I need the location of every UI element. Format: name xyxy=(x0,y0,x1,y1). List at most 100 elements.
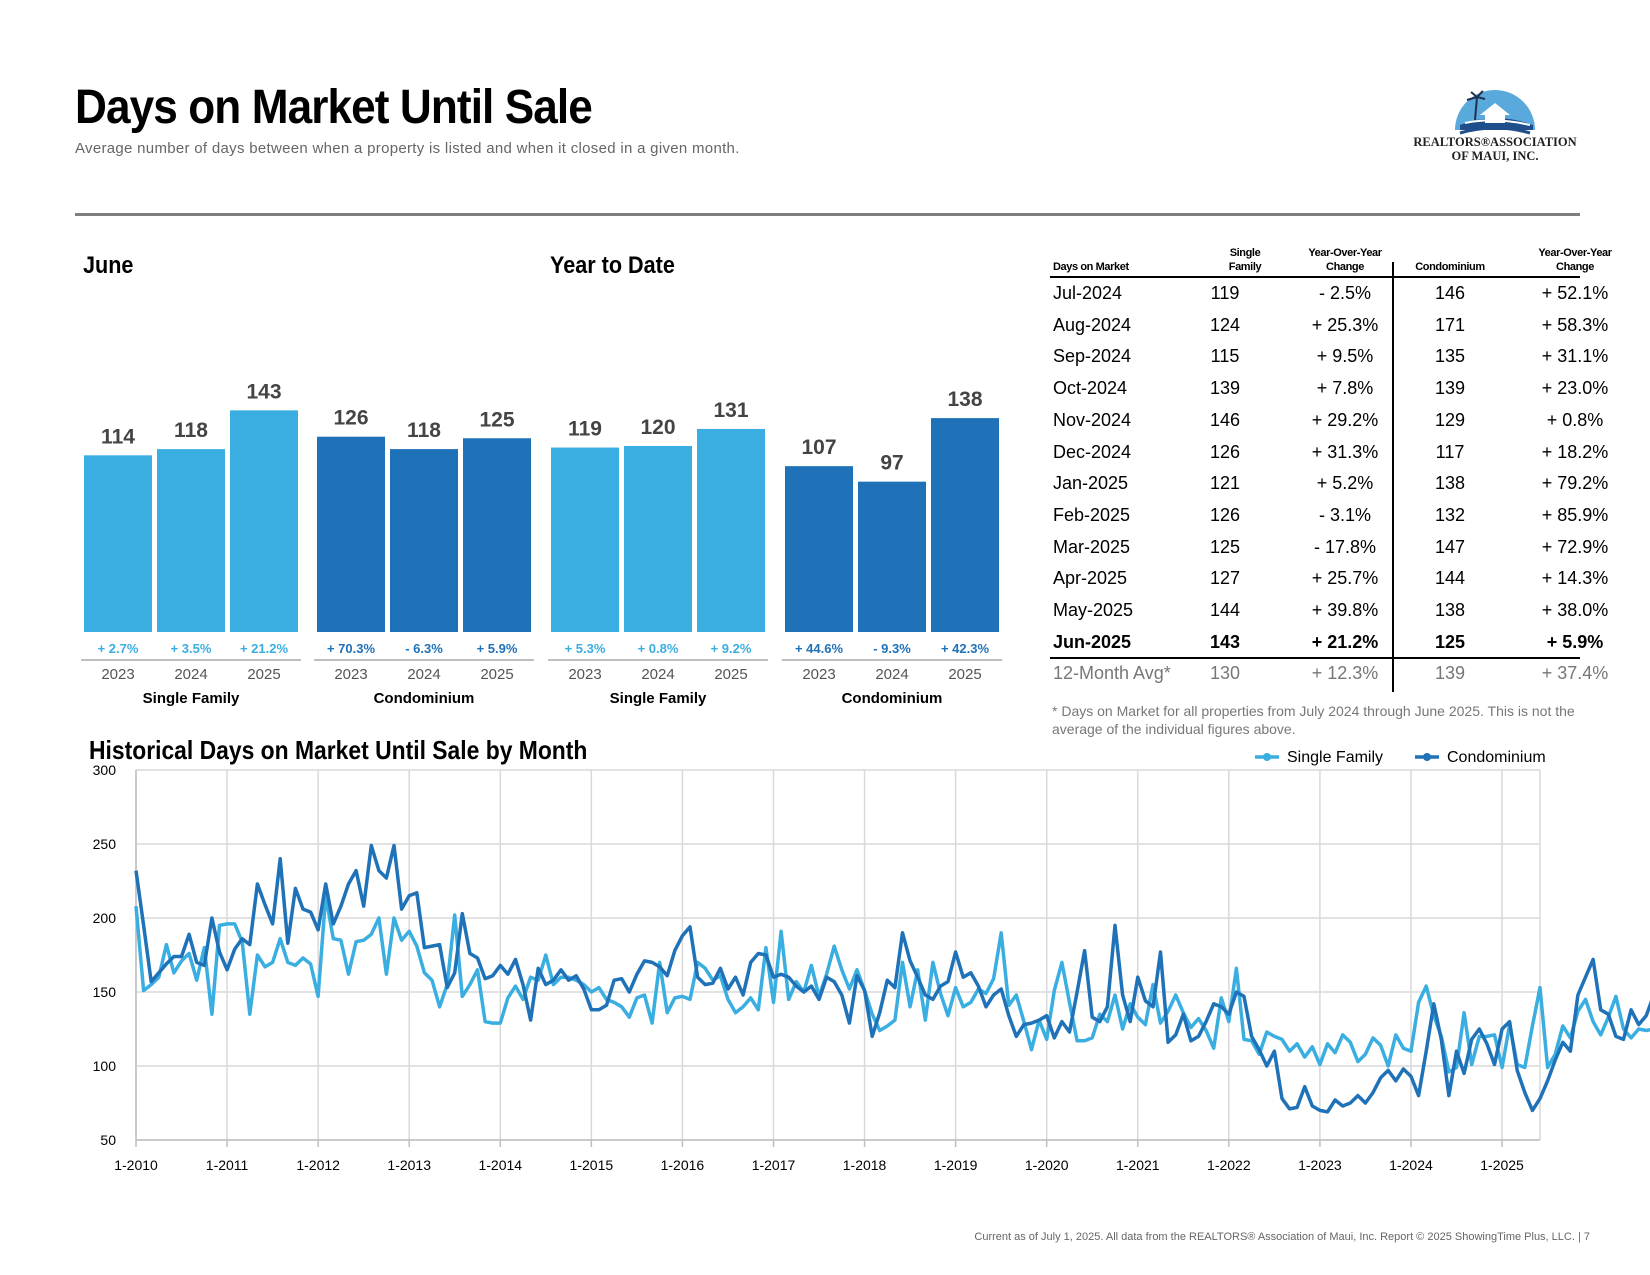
table-cell: 121 xyxy=(1209,473,1241,494)
table-cell: 130 xyxy=(1209,663,1241,684)
bar-2023 xyxy=(317,436,385,632)
bar-year-label: 2024 xyxy=(407,666,440,683)
header-sf-line2: Family xyxy=(1228,261,1262,273)
bar-change-label: - 6.3% xyxy=(405,641,443,656)
table-cell: May-2025 xyxy=(1053,600,1134,620)
bar-2023 xyxy=(84,455,152,632)
bar-value-label: 131 xyxy=(713,399,748,422)
y-tick-label: 100 xyxy=(93,1058,117,1074)
footer-text: Current as of July 1, 2025. All data fro… xyxy=(974,1231,1590,1243)
y-tick-label: 200 xyxy=(93,910,117,926)
table-cell: + 21.2% xyxy=(1311,631,1379,652)
table-cell: Feb-2025 xyxy=(1053,504,1131,525)
bar-2025 xyxy=(463,438,531,632)
table-cell: + 85.9% xyxy=(1541,504,1609,525)
table-cell: + 23.0% xyxy=(1541,378,1609,399)
logo-graphic xyxy=(1455,90,1535,135)
table-cell: 135 xyxy=(1434,346,1466,367)
table-cell: Jan-2025 xyxy=(1053,473,1129,494)
table-cell: 138 xyxy=(1434,600,1466,620)
table-cell: + 14.3% xyxy=(1541,568,1609,589)
x-tick-label: 1-2022 xyxy=(1207,1157,1251,1173)
table-cell: + 18.2% xyxy=(1541,441,1609,462)
x-tick-label: 1-2014 xyxy=(478,1157,522,1173)
table-cell: + 52.1% xyxy=(1541,283,1609,303)
bar-year-label: 2023 xyxy=(802,666,835,683)
table-row: Jun-2025 143 + 21.2% 125 + 5.9% xyxy=(1050,626,1603,658)
table-cell: 144 xyxy=(1209,600,1241,620)
table-cell: + 58.3% xyxy=(1541,314,1609,335)
x-tick-label: 1-2017 xyxy=(752,1157,796,1173)
table-cell: + 31.3% xyxy=(1311,441,1379,462)
table-cell: + 79.2% xyxy=(1541,473,1609,494)
x-tick-label: 1-2015 xyxy=(570,1157,614,1173)
bar-change-label: + 9.2% xyxy=(711,641,752,656)
legend-label: Single Family xyxy=(1287,749,1383,766)
bar-change-label: - 9.3% xyxy=(873,641,911,656)
bar-2025 xyxy=(230,410,298,632)
table-cell: + 38.0% xyxy=(1541,600,1609,620)
bar-group-name: Single Family xyxy=(610,690,707,707)
header-condominium: Condominium xyxy=(1415,261,1485,273)
x-tick-label: 1-2023 xyxy=(1298,1157,1342,1173)
table-cell: + 25.7% xyxy=(1311,568,1379,589)
table-cell: 129 xyxy=(1434,409,1466,430)
table-row: Feb-2025 126 - 3.1% 132 + 85.9% xyxy=(1050,499,1608,531)
table-row: Apr-2025 127 + 25.7% 144 + 14.3% xyxy=(1050,562,1608,594)
bar-year-label: 2025 xyxy=(247,666,280,683)
bar-value-label: 120 xyxy=(640,416,675,439)
bar-value-label: 118 xyxy=(407,419,441,442)
bar-value-label: 97 xyxy=(880,452,903,475)
table-cell: 139 xyxy=(1209,378,1241,399)
bar-change-label: + 5.9% xyxy=(477,641,518,656)
bar-value-label: 138 xyxy=(947,388,982,411)
table-cell: 124 xyxy=(1209,314,1241,335)
bar-2025 xyxy=(931,418,999,632)
bar-2025 xyxy=(697,428,765,632)
table-cell: 127 xyxy=(1209,568,1241,589)
bar-value-label: 143 xyxy=(246,380,281,403)
table-cell: + 39.8% xyxy=(1311,600,1379,620)
table-divider xyxy=(1392,262,1394,692)
table-cell: Nov-2024 xyxy=(1053,409,1132,430)
table-cell: 132 xyxy=(1434,504,1466,525)
table-cell: - 3.1% xyxy=(1318,504,1372,525)
table-cell: 126 xyxy=(1209,441,1241,462)
y-tick-label: 150 xyxy=(93,984,117,1000)
x-tick-label: 1-2012 xyxy=(296,1157,340,1173)
table-cell: Jul-2024 xyxy=(1053,283,1123,303)
header-condo-change: Year-Over-Year Change xyxy=(1510,246,1640,274)
bar-year-label: 2023 xyxy=(334,666,367,683)
table-cell: 146 xyxy=(1434,283,1466,303)
page-title: Days on Market Until Sale xyxy=(75,81,593,134)
table-cell: Oct-2024 xyxy=(1053,378,1128,399)
x-tick-label: 1-2019 xyxy=(934,1157,978,1173)
table-cell: + 5.9% xyxy=(1546,631,1604,652)
x-tick-label: 1-2024 xyxy=(1389,1157,1433,1173)
table-cell: Mar-2025 xyxy=(1053,536,1131,557)
table-cell: 147 xyxy=(1434,536,1466,557)
x-tick-label: 1-2011 xyxy=(206,1157,249,1173)
header-single-family: Single Family xyxy=(1210,246,1280,274)
table-cell: + 5.2% xyxy=(1316,473,1374,494)
table-cell: 139 xyxy=(1434,663,1466,684)
table-cell: Aug-2024 xyxy=(1053,314,1132,335)
table-row: Nov-2024 146 + 29.2% 129 + 0.8% xyxy=(1050,404,1603,436)
bar-change-label: + 3.5% xyxy=(171,641,212,656)
bar-year-label: 2025 xyxy=(480,666,513,683)
logo-text-line2: OF MAUI, INC. xyxy=(1451,149,1539,163)
bar-year-label: 2025 xyxy=(714,666,747,683)
header-days-on-market: Days on Market xyxy=(1053,261,1129,273)
legend-label: Condominium xyxy=(1447,749,1546,766)
bar-year-label: 2025 xyxy=(948,666,981,683)
bar-2024 xyxy=(390,449,458,632)
table-cell: Sep-2024 xyxy=(1053,346,1132,367)
header-sf-line1: Single xyxy=(1229,247,1261,259)
bar-change-label: + 42.3% xyxy=(941,641,990,656)
x-tick-label: 1-2025 xyxy=(1480,1157,1524,1173)
bar-2024 xyxy=(858,481,926,632)
bar-group-name: Condominium xyxy=(842,690,943,707)
table-cell: 12-Month Avg* xyxy=(1053,663,1171,684)
bar-value-label: 125 xyxy=(479,408,514,431)
bar-change-label: + 44.6% xyxy=(795,641,844,656)
